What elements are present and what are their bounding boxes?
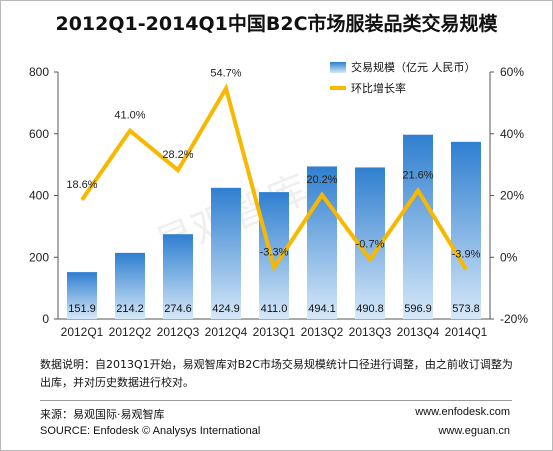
legend-line-label: 环比增长率 <box>351 81 406 95</box>
x-tick-label: 2014Q1 <box>445 325 488 339</box>
x-tick-label: 2013Q3 <box>349 325 392 339</box>
x-tick-label: 2013Q4 <box>397 325 440 339</box>
bar-value-label: 494.1 <box>308 303 336 315</box>
growth-point <box>465 268 467 270</box>
growth-label: -3.3% <box>260 246 289 258</box>
growth-point <box>129 130 131 132</box>
url-eguan: www.eguan.cn <box>438 425 510 437</box>
x-tick-label: 2012Q1 <box>61 325 104 339</box>
y-left-tick-label: 200 <box>29 250 49 264</box>
growth-point <box>81 199 83 201</box>
growth-label: 18.6% <box>66 179 97 191</box>
y-right-tick-label: 40% <box>500 127 524 141</box>
bar-value-label: 411.0 <box>261 303 288 315</box>
growth-point <box>225 87 227 89</box>
x-tick-label: 2013Q1 <box>253 325 296 339</box>
growth-label: 54.7% <box>210 67 241 79</box>
growth-label: 20.2% <box>306 174 337 186</box>
bar-value-label: 151.9 <box>68 303 96 315</box>
y-right-tick-label: 60% <box>500 65 524 79</box>
chart-title: 2012Q1-2014Q1中国B2C市场服装品类交易规模 <box>55 13 498 35</box>
bar-value-label: 424.9 <box>212 303 240 315</box>
y-left-tick-label: 800 <box>29 65 49 79</box>
growth-label: 21.6% <box>402 170 433 182</box>
y-left-tick-label: 400 <box>29 189 49 203</box>
bar <box>403 134 433 319</box>
url-enfodesk: www.enfodesk.com <box>415 406 510 418</box>
growth-label: -0.7% <box>356 238 385 250</box>
bar <box>211 187 241 319</box>
growth-point <box>321 194 323 196</box>
bar-value-label: 490.8 <box>356 303 384 315</box>
bar-value-label: 596.9 <box>404 303 432 315</box>
x-tick-label: 2013Q2 <box>301 325 344 339</box>
bar <box>163 234 193 319</box>
y-left-tick-label: 600 <box>29 127 49 141</box>
y-right-tick-label: 20% <box>500 189 524 203</box>
bar <box>115 252 145 319</box>
growth-point <box>369 258 371 260</box>
growth-label: -3.9% <box>452 248 481 260</box>
growth-label: 41.0% <box>114 110 145 122</box>
growth-point <box>273 266 275 268</box>
growth-label: 28.2% <box>162 149 193 161</box>
source-cn: 来源：易观国际·易观智库 <box>40 408 165 421</box>
x-tick-label: 2012Q2 <box>109 325 152 339</box>
y-right-tick-label: 0% <box>500 250 518 264</box>
growth-point <box>417 190 419 192</box>
source-en: SOURCE: Enfodesk © Analysys Internationa… <box>40 425 261 437</box>
bar <box>307 166 337 319</box>
bar <box>67 272 97 319</box>
legend-bar-swatch <box>330 62 346 73</box>
growth-point <box>177 169 179 171</box>
y-right-tick-label: -20% <box>500 312 528 326</box>
footer-divider <box>40 400 512 401</box>
bar-value-label: 573.8 <box>452 303 480 315</box>
bar-value-label: 274.6 <box>164 303 192 315</box>
y-left-tick-label: 0 <box>42 312 49 326</box>
bar-value-label: 214.2 <box>116 303 144 315</box>
x-tick-label: 2012Q3 <box>157 325 200 339</box>
x-tick-label: 2012Q4 <box>205 325 248 339</box>
data-note: 数据说明：自2013Q1开始，易观智库对B2C市场交易规模统计口径进行调整，由之… <box>40 358 513 389</box>
legend-bar-label: 交易规模（亿元 人民币） <box>351 60 476 74</box>
bar <box>451 141 481 319</box>
